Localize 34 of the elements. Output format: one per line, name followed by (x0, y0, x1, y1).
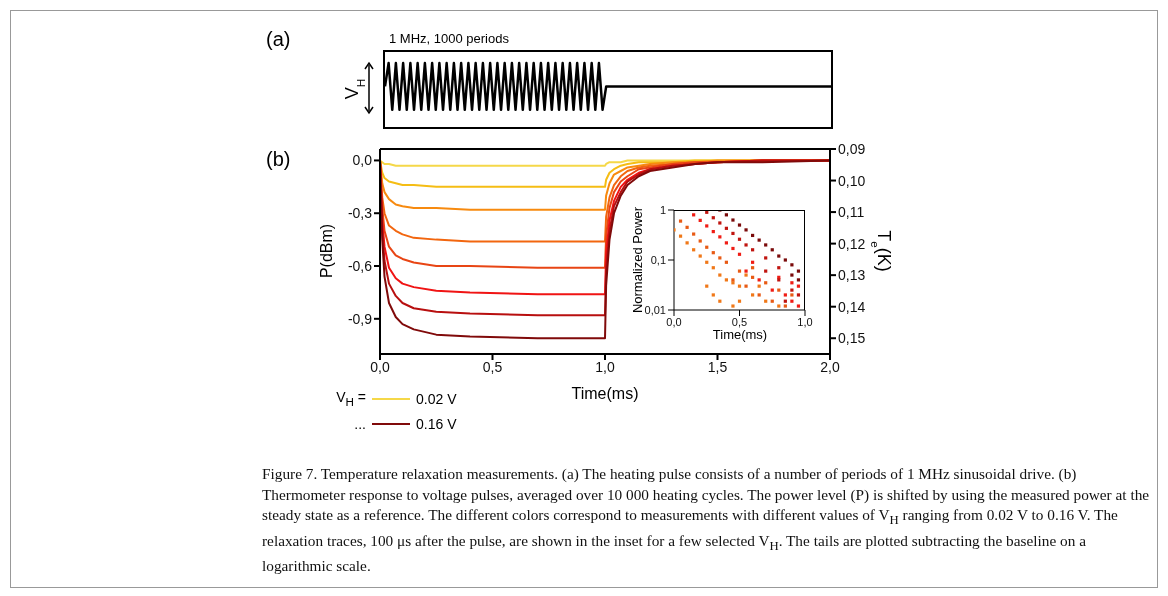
x-tick-label: 1,0 (595, 358, 615, 375)
x-tick-label: 0,0 (666, 315, 682, 328)
y2-tick-label: 0,11 (838, 204, 865, 221)
text: 1 MHz, 1000 periods (389, 31, 509, 46)
legend-title: V$_{H}$ = (336, 389, 366, 408)
y-tick-label: -0,6 (347, 257, 373, 274)
y-tick-label: -0,3 (347, 205, 373, 222)
legend-label: 0.02 V (416, 390, 457, 407)
x-tick-label: 1,0 (797, 315, 813, 328)
y2-tick-label: 0,15 (838, 330, 866, 347)
y2-tick-label: 0,10 (838, 172, 866, 189)
text: Figure 7. Temperature relaxation measurements. (a) The heating pulse consists of a number of periods of 1 MHz sinusoidal drive. (b) Thermometer response to voltage pulses, averaged over 10 000 heating cycles. The power level (P) is shifted by using the measured power at the steady state as a reference. The different colors correspond to measurements with different values of V$_{H}$ ranging from 0.02 V to 0.16 V. The relaxation traces, 100 μs after the pulse, are shown in the inset for a few selected V$_{H}$. The tails are plotted subtracting the baseline on a logarithmic scale. (262, 465, 1150, 575)
y2-tick-label: 0,13 (838, 267, 866, 284)
text: ... (353, 415, 367, 432)
y2-tick-label: 0,14 (838, 298, 866, 315)
x-axis-title: Time(ms) (712, 327, 768, 342)
x-axis-title: Time(ms) (571, 385, 639, 402)
y-tick-label: 0,01 (644, 303, 666, 316)
y2-tick-label: 0,12 (838, 235, 866, 252)
y2-tick-label: 0,09 (838, 140, 866, 157)
x-tick-label: 1,5 (707, 358, 728, 375)
chart-title: (a) (266, 28, 291, 51)
legend-label: 0.16 V (416, 415, 457, 432)
y-tick-label: 0,1 (650, 253, 666, 266)
y-tick-label: 0,0 (352, 152, 373, 169)
y-axis-title: P(dBm) (318, 223, 335, 279)
y-tick-label: -0,9 (347, 310, 373, 327)
chart-title: (b) (266, 148, 291, 171)
x-tick-label: 0,5 (731, 315, 748, 328)
x-tick-label: 0,5 (482, 358, 503, 375)
x-tick-label: 0,0 (370, 358, 390, 375)
x-tick-label: 2,0 (820, 358, 840, 375)
y-axis-title: Normalized Power (630, 206, 645, 314)
y-tick-label: 1 (659, 203, 666, 216)
